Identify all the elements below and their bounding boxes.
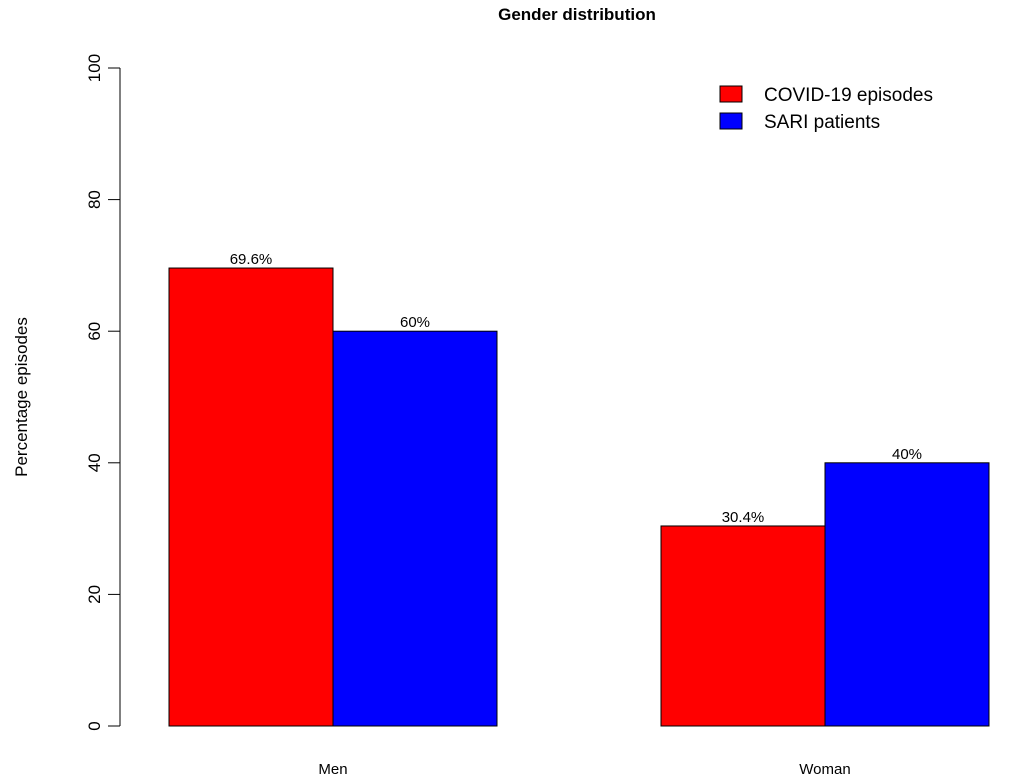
category-label: Woman — [799, 761, 850, 778]
y-axis: 0 20 40 60 80 100 — [85, 54, 121, 731]
y-tick-label: 60 — [85, 322, 104, 341]
bar-woman-sari — [824, 462, 990, 727]
y-tick-label: 100 — [85, 54, 104, 82]
bar-men-sari — [332, 330, 498, 727]
legend-swatch — [719, 85, 743, 103]
category-labels: Men Woman — [318, 761, 850, 778]
chart-title: Gender distribution — [498, 5, 656, 24]
y-tick-label: 40 — [85, 453, 104, 472]
category-label: Men — [318, 761, 347, 778]
data-label: 40% — [892, 446, 922, 463]
data-labels: 69.6% 60% 30.4% 40% — [230, 251, 922, 526]
bar-men-covid — [168, 267, 334, 727]
bar-woman-covid — [660, 525, 826, 727]
bars — [168, 267, 990, 727]
legend-swatch — [719, 112, 743, 130]
data-label: 60% — [400, 314, 430, 331]
y-tick-label: 80 — [85, 190, 104, 209]
y-tick-label: 0 — [85, 721, 104, 730]
legend: COVID-19 episodes SARI patients — [719, 85, 933, 133]
y-tick-label: 20 — [85, 585, 104, 604]
legend-label: SARI patients — [764, 112, 880, 133]
data-label: 69.6% — [230, 251, 273, 268]
data-label: 30.4% — [722, 509, 765, 526]
legend-label: COVID-19 episodes — [764, 85, 933, 106]
y-axis-title: Percentage episodes — [12, 317, 31, 477]
